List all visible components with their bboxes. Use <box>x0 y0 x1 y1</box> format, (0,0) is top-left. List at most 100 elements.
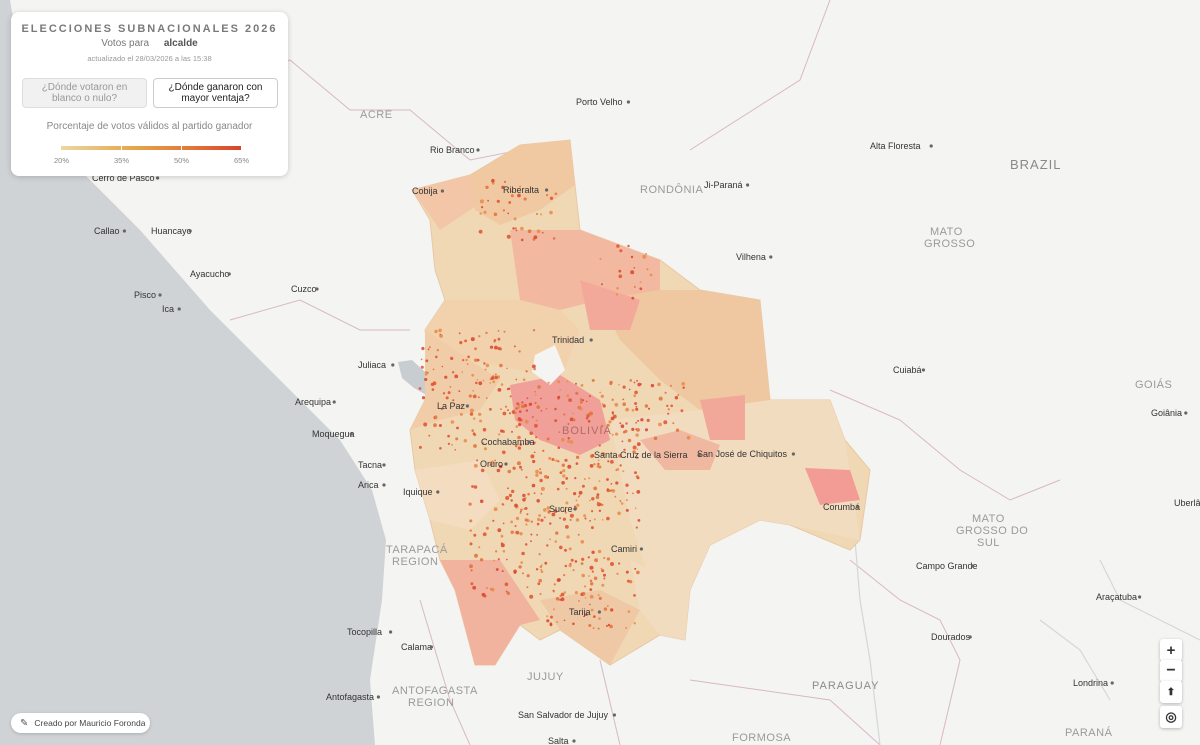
votes-office-select[interactable]: alcalde <box>163 38 198 49</box>
municipality-dot <box>514 525 517 527</box>
municipality-dot <box>423 422 428 427</box>
municipality-dot <box>552 589 555 592</box>
municipality-dot <box>557 380 561 384</box>
municipality-dot <box>564 548 567 552</box>
municipality-dot <box>508 493 512 497</box>
trinidad-lake <box>532 345 565 385</box>
municipality-dot <box>579 400 583 404</box>
municipality-dot <box>625 626 628 629</box>
municipality-dot <box>635 526 638 529</box>
municipality-dot <box>635 428 637 431</box>
municipality-dot <box>522 493 526 498</box>
municipality-dot <box>620 502 624 505</box>
municipality-dot <box>435 355 438 359</box>
margin-button[interactable]: ¿Dónde ganaron con mayor ventaja? <box>153 78 278 108</box>
municipality-dot <box>539 468 542 471</box>
municipality-dot <box>625 570 629 574</box>
municipality-dot <box>439 447 442 450</box>
municipality-dot <box>465 358 468 362</box>
municipality-dot <box>572 622 575 626</box>
municipality-dot <box>485 331 488 335</box>
city-marker <box>465 404 469 408</box>
municipality-dot <box>516 405 521 409</box>
municipality-dot <box>569 513 574 518</box>
label-brazil: BRAZIL <box>1010 157 1062 172</box>
municipality-dot <box>607 460 610 463</box>
zoom-in-button[interactable]: + <box>1160 639 1182 661</box>
municipality-dot <box>489 588 492 590</box>
municipality-dot <box>549 538 551 541</box>
municipality-dot <box>592 615 596 618</box>
city-label: Pisco <box>134 290 156 300</box>
municipality-dot <box>567 440 570 443</box>
municipality-dot <box>469 542 473 546</box>
municipality-dot <box>500 534 504 538</box>
municipality-dot <box>428 434 431 437</box>
municipality-dot <box>471 485 474 488</box>
municipality-dot <box>589 594 594 599</box>
municipality-dot <box>492 375 495 377</box>
municipality-dot <box>535 436 538 439</box>
municipality-dot <box>610 562 614 566</box>
municipality-dot <box>473 485 478 489</box>
municipality-dot <box>519 443 523 446</box>
corumba-red <box>805 468 860 505</box>
city-marker <box>1138 595 1142 599</box>
municipality-dot <box>606 516 610 521</box>
municipality-dot <box>537 517 541 522</box>
municipality-dot <box>508 387 511 390</box>
municipality-dot <box>512 466 516 470</box>
municipality-dot <box>502 411 507 416</box>
municipality-dot <box>479 199 484 204</box>
municipality-dot <box>540 397 542 400</box>
municipality-dot <box>630 255 634 259</box>
municipality-dot <box>554 192 558 196</box>
municipality-dot <box>482 427 487 432</box>
municipality-dot <box>447 391 451 395</box>
municipality-dot <box>675 428 680 432</box>
municipality-dot <box>546 615 549 618</box>
municipality-dot <box>569 417 574 422</box>
municipality-dot <box>575 382 577 385</box>
municipality-dot <box>427 348 430 351</box>
municipality-dot <box>618 454 622 458</box>
city-marker <box>476 148 480 152</box>
compass-reset-button[interactable]: ⬆ <box>1160 681 1182 703</box>
municipality-dot <box>501 503 504 506</box>
municipality-dot <box>441 407 444 410</box>
municipality-dot <box>495 550 498 553</box>
municipality-dot <box>635 475 639 478</box>
municipality-dot <box>597 627 600 630</box>
municipality-dot <box>621 440 624 443</box>
municipality-dot <box>473 444 477 448</box>
municipality-dot <box>492 519 495 522</box>
municipality-dot <box>475 381 478 385</box>
credit-pill[interactable]: ✎ Creado por Mauricio Foronda <box>11 713 150 733</box>
blank-null-button[interactable]: ¿Dónde votaron en blanco o nulo? <box>22 78 147 108</box>
city-marker <box>382 483 386 487</box>
municipality-dot <box>478 229 483 234</box>
municipality-dot <box>476 459 479 462</box>
municipality-dot <box>587 556 590 559</box>
municipality-dot <box>521 401 524 404</box>
geolocate-button[interactable]: ◎ <box>1160 706 1182 728</box>
zoom-out-button[interactable]: − <box>1160 660 1182 682</box>
city-label: Cuzco <box>291 284 317 294</box>
municipality-dot <box>420 365 424 369</box>
municipality-dot <box>489 345 494 349</box>
municipality-dot <box>515 516 520 521</box>
municipality-dot <box>575 499 578 502</box>
municipality-dot <box>598 617 601 620</box>
municipality-dot <box>634 507 637 510</box>
municipality-dot <box>631 408 635 412</box>
municipality-dot <box>582 399 585 402</box>
municipality-dot <box>533 441 536 444</box>
municipality-dot <box>594 558 598 563</box>
municipality-dot <box>489 407 492 411</box>
municipality-dot <box>490 587 495 592</box>
municipality-dot <box>572 418 576 422</box>
municipality-dot <box>514 444 518 448</box>
municipality-dot <box>493 341 496 343</box>
municipality-dot <box>546 437 550 441</box>
